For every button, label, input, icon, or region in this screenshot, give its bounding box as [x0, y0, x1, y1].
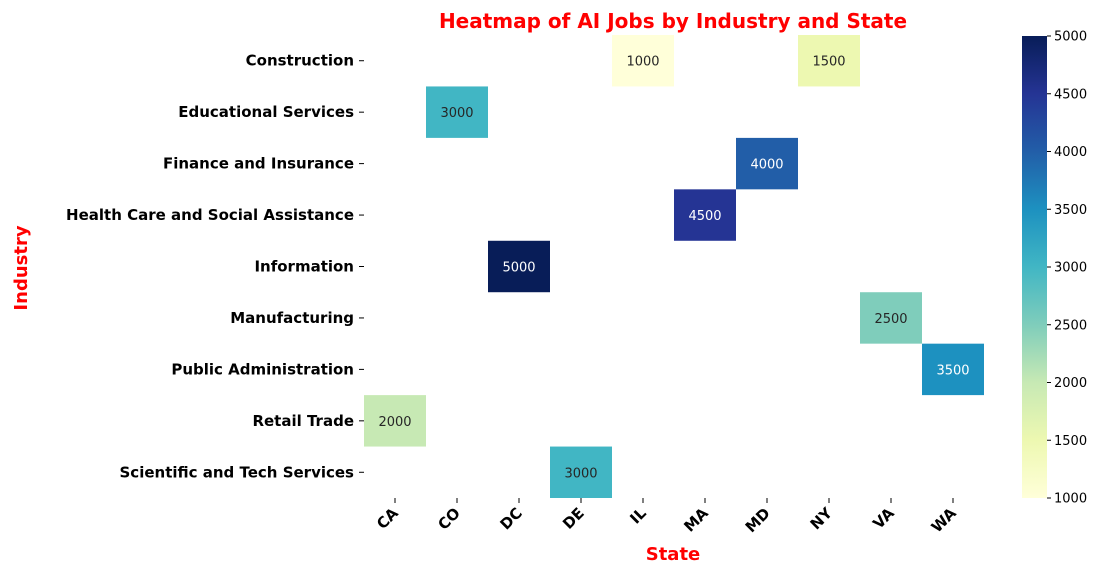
x-tick-label-ny: NY — [807, 503, 837, 533]
y-tick-label-scientific-and-tech-services: Scientific and Tech Services — [120, 463, 355, 481]
colorbar-gradient — [1022, 36, 1047, 498]
heatmap-cell-health-care-and-social-assistance-ma — [674, 189, 736, 241]
y-tick-label-manufacturing: Manufacturing — [230, 309, 354, 327]
colorbar-tick-label: 1500 — [1054, 434, 1087, 449]
cell-value-label: 1000 — [626, 55, 659, 70]
x-tick-label-va: VA — [869, 504, 898, 533]
colorbar-tick-label: 2500 — [1054, 318, 1087, 333]
heatmap-cell-retail-trade-ca — [364, 395, 426, 447]
y-tick-label-construction: Construction — [246, 52, 354, 70]
y-tick-labels: Construction Educational Services Finance … — [66, 52, 364, 481]
cell-value-label: 2000 — [378, 415, 411, 430]
colorbar-tick-label: 4000 — [1054, 145, 1087, 160]
colorbar-tick-label: 3500 — [1054, 203, 1087, 218]
y-tick-label-retail-trade: Retail Trade — [252, 412, 354, 430]
cell-value-label: 3000 — [564, 466, 597, 481]
x-tick-labels: CA CO DC DE IL MA MD NY VA WA — [373, 498, 960, 536]
heatmap-cell-manufacturing-va — [860, 292, 922, 344]
colorbar-tick-label: 1000 — [1054, 492, 1087, 507]
heatmap-cell-construction-ny — [798, 35, 860, 87]
heatmap-cell-construction-il — [612, 35, 674, 87]
heatmap-cells: 1000 1500 3000 4000 4500 5000 2500 3500 2000 3000 — [364, 35, 984, 498]
x-tick-label-ma: MA — [680, 504, 712, 536]
y-tick-label-health-care-and-social-assistance: Health Care and Social Assistance — [66, 206, 354, 224]
heatmap-cell-scientific-and-tech-services-de — [550, 446, 612, 498]
cell-value-label: 3500 — [936, 363, 969, 378]
cell-value-label: 5000 — [502, 261, 535, 276]
heatmap-cell-public-administration-wa — [922, 343, 984, 396]
x-tick-label-wa: WA — [928, 504, 960, 536]
x-tick-label-de: DE — [559, 504, 588, 533]
y-tick-label-public-administration: Public Administration — [171, 360, 354, 378]
colorbar-tick-label: 5000 — [1054, 30, 1087, 45]
heatmap-cell-information-dc — [488, 240, 550, 293]
cell-value-label: 3000 — [440, 106, 473, 121]
heatmap-cell-finance-and-insurance-md — [736, 137, 798, 190]
x-axis-label: State — [646, 544, 701, 565]
x-tick-label-dc: DC — [497, 504, 526, 533]
chart-title: Heatmap of AI Jobs by Industry and State — [439, 9, 907, 33]
cell-value-label: 4000 — [750, 158, 783, 173]
x-tick-label-md: MD — [742, 504, 774, 536]
cell-value-label: 1500 — [812, 55, 845, 70]
cell-value-label: 4500 — [688, 209, 721, 224]
x-tick-label-ca: CA — [373, 504, 402, 533]
y-axis-label: Industry — [11, 225, 32, 310]
x-tick-label-co: CO — [434, 504, 464, 534]
colorbar: 1000 1500 2000 2500 3000 3500 4000 4500 5000 — [1022, 30, 1087, 507]
colorbar-tick-label: 3000 — [1054, 261, 1087, 276]
heatmap-cell-educational-services-co — [426, 86, 488, 138]
y-tick-label-educational-services: Educational Services — [178, 103, 354, 121]
y-tick-label-finance-and-insurance: Finance and Insurance — [163, 155, 354, 173]
colorbar-tick-label: 2000 — [1054, 376, 1087, 391]
x-tick-label-il: IL — [626, 504, 650, 528]
y-tick-label-information: Information — [254, 258, 354, 276]
colorbar-tick-label: 4500 — [1054, 87, 1087, 102]
cell-value-label: 2500 — [874, 312, 907, 327]
